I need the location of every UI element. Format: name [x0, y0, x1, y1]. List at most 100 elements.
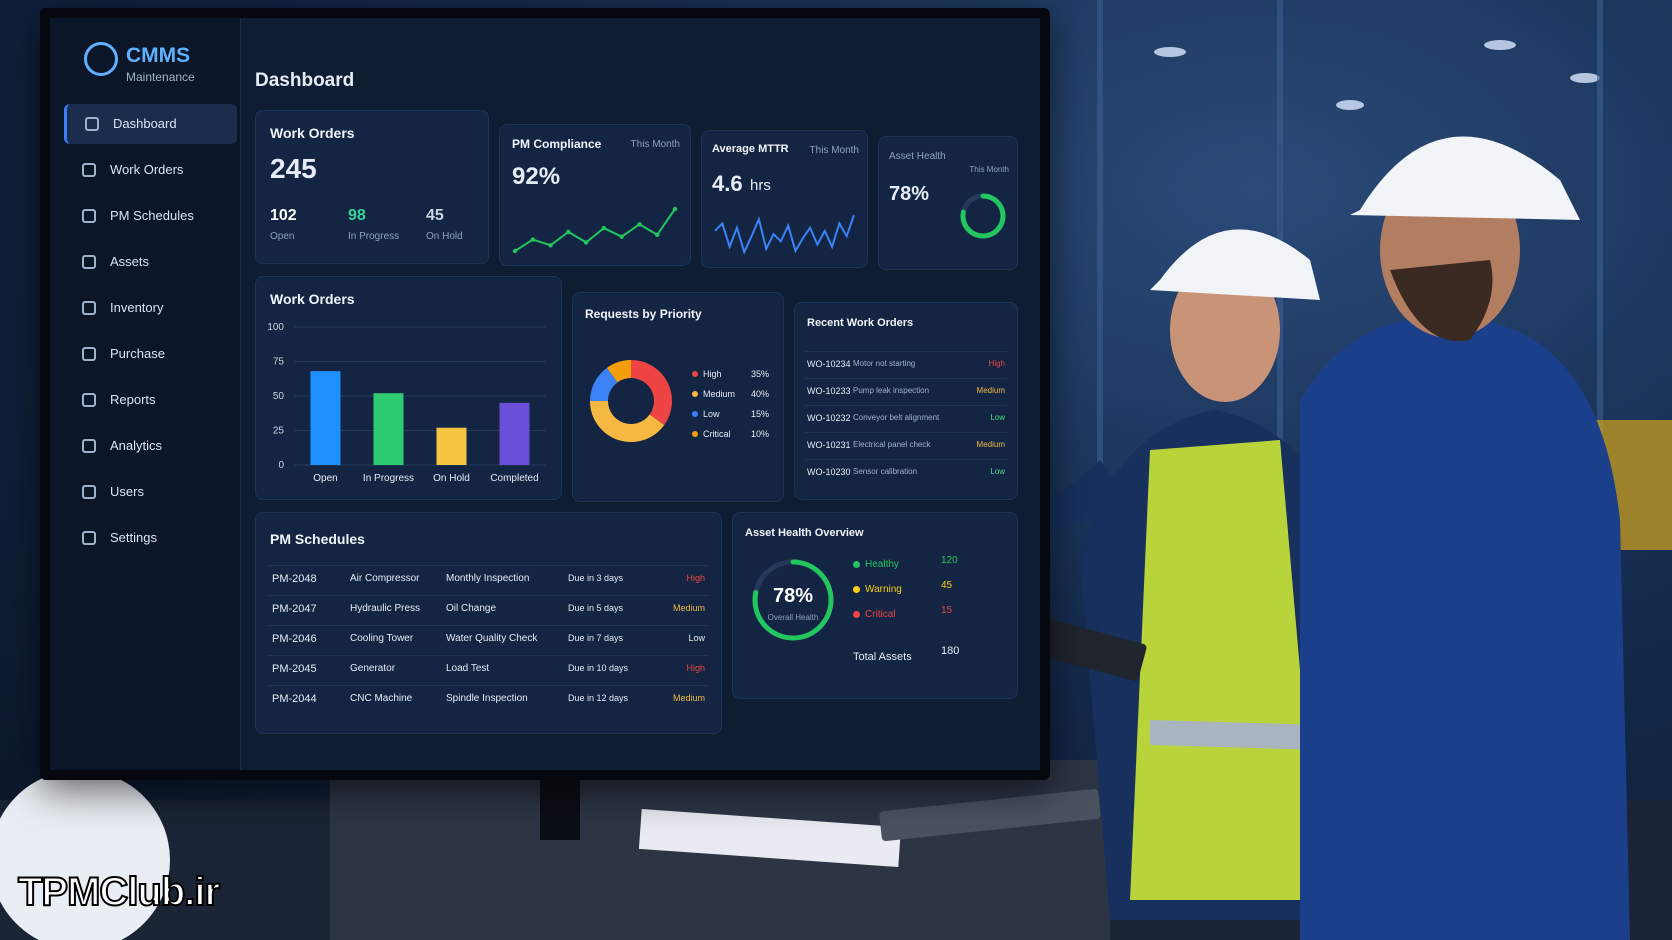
nav-item[interactable]: Settings — [64, 518, 234, 558]
trend-point — [619, 234, 624, 239]
legend-value: 15% — [751, 409, 769, 419]
total-label: Total Assets — [853, 651, 912, 663]
bar — [499, 402, 530, 465]
total: 245 — [270, 153, 317, 184]
legend-value: 35% — [751, 369, 769, 379]
stat-label: In Progress — [348, 231, 400, 242]
work-orders-card[interactable]: Work Orders 245 102 Open 98 In Progress 45 On… — [255, 110, 489, 264]
gauge: 78% Overall Health — [752, 559, 834, 641]
pm-id: PM-2048 — [272, 573, 317, 585]
nav-icon — [82, 439, 96, 453]
period: This Month — [809, 145, 859, 156]
dashboard-screen: CMMS Maintenance Dashboard Work Orders PM … — [40, 8, 1050, 780]
nav-item[interactable]: Work Orders — [64, 150, 234, 190]
page-title: Dashboard — [255, 70, 355, 91]
pm-priority: Medium — [672, 693, 705, 703]
legend-swatch — [692, 431, 698, 437]
pm-id: PM-2046 — [272, 633, 317, 645]
nav-icon — [82, 255, 96, 269]
pm-schedules-card: PM Schedules PM-2048 Air Compressor Monthl… — [255, 512, 722, 734]
kpi-unit: hrs — [750, 177, 771, 194]
nav-item[interactable]: Analytics — [64, 426, 234, 466]
wo-description: Electrical panel check — [853, 440, 931, 449]
row-divider — [805, 351, 1007, 352]
asset-health-overview-card: Asset Health Overview 78% Overall Health … — [732, 512, 1018, 699]
pm-asset: Cooling Tower — [350, 633, 414, 644]
wo-description: Pump leak inspection — [853, 386, 930, 395]
y-tick-label: 25 — [273, 426, 285, 437]
row-divider — [268, 655, 709, 656]
nav-item[interactable]: PM Schedules — [64, 196, 234, 236]
row-divider — [268, 565, 709, 566]
nav-icon — [82, 301, 96, 315]
legend-count: 15 — [941, 605, 953, 616]
pm-task: Monthly Inspection — [446, 573, 530, 584]
pm-priority: High — [686, 663, 705, 673]
legend-swatch — [692, 411, 698, 417]
nav-item[interactable]: Purchase — [64, 334, 234, 374]
legend-count: 45 — [941, 580, 953, 591]
wo-priority: High — [988, 359, 1005, 368]
x-tick-label: Open — [313, 473, 337, 484]
legend-value: 40% — [751, 389, 769, 399]
legend-label: Healthy — [865, 559, 899, 570]
row-divider — [805, 459, 1007, 460]
wo-id: WO-10234 — [807, 359, 851, 369]
y-tick-label: 75 — [273, 357, 285, 368]
trend-point — [601, 225, 607, 231]
kpi-value: 78% — [889, 183, 930, 205]
trend-point — [672, 206, 678, 212]
nav-icon — [82, 485, 96, 499]
total-value: 180 — [941, 645, 960, 657]
brand-subtitle: Maintenance — [126, 70, 195, 84]
nav-label: Reports — [110, 392, 156, 407]
sparkline — [512, 206, 678, 254]
x-tick-label: Completed — [490, 473, 538, 484]
wo-description: Motor not starting — [853, 359, 916, 368]
work-orders-chart-card: Work Orders 0 25 50 75 100 Open In Progress On … — [255, 276, 562, 500]
wo-id: WO-10231 — [807, 440, 851, 450]
pm-asset: Hydraulic Press — [350, 603, 421, 614]
card-title: Recent Work Orders — [807, 317, 914, 329]
nav-item[interactable]: Reports — [64, 380, 234, 420]
gauge-arc — [960, 193, 1006, 239]
nav-label: Analytics — [110, 438, 163, 453]
wo-description: Sensor calibration — [853, 467, 918, 476]
pm-task: Spindle Inspection — [446, 693, 528, 704]
donut-segment — [590, 367, 618, 402]
nav-label: Users — [110, 484, 144, 499]
nav-label: Work Orders — [110, 162, 184, 177]
trend-point — [548, 243, 553, 248]
nav-label: Inventory — [110, 300, 164, 315]
legend-swatch — [853, 586, 860, 593]
priority-card: Requests by Priority High 35% Medium 40% Low… — [572, 292, 784, 502]
trend-point — [566, 229, 571, 235]
x-tick-label: In Progress — [363, 473, 414, 484]
pm-asset: CNC Machine — [350, 693, 413, 704]
brand: CMMS — [126, 44, 191, 67]
legend-value: 10% — [751, 429, 769, 439]
nav-item[interactable]: Dashboard — [64, 104, 237, 144]
pm-due: Due in 7 days — [568, 633, 624, 643]
nav-icon — [82, 393, 96, 407]
nav-item[interactable]: Users — [64, 472, 234, 512]
bar-chart: 0 25 50 75 100 Open In Progress On Hold Complete… — [267, 322, 546, 484]
nav-item[interactable]: Inventory — [64, 288, 234, 328]
wo-id: WO-10233 — [807, 386, 851, 396]
pm-id: PM-2045 — [272, 663, 317, 675]
pm-due: Due in 5 days — [568, 603, 624, 613]
card-title: PM Schedules — [270, 531, 365, 547]
mttr-card: Average MTTR This Month 4.6 hrs — [701, 130, 868, 268]
trend-point — [637, 222, 642, 227]
trend-point — [530, 237, 535, 242]
legend-swatch — [692, 391, 698, 397]
nav-item[interactable]: Assets — [64, 242, 234, 282]
logo — [84, 42, 118, 76]
wo-priority: Low — [990, 467, 1005, 476]
gauge-caption: Overall Health — [768, 613, 819, 622]
pm-task: Load Test — [446, 663, 490, 674]
bar — [310, 371, 341, 465]
sidebar: CMMS Maintenance Dashboard Work Orders PM … — [50, 18, 241, 770]
card-title: Average MTTR — [712, 143, 789, 155]
stat-value: 102 — [270, 207, 297, 224]
